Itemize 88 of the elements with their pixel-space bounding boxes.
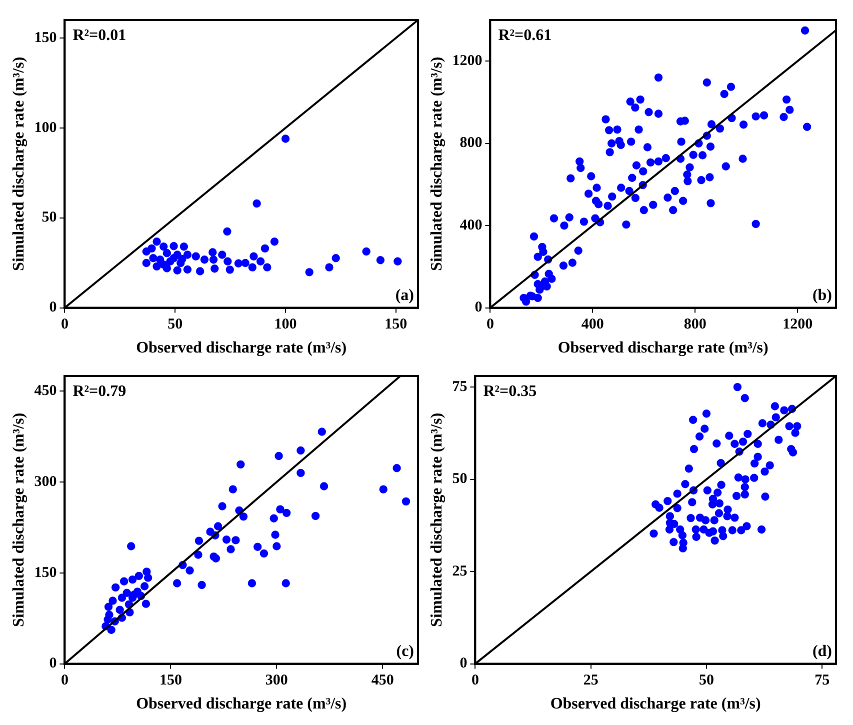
y-axis-title: Simulated discharge rate (m³/s): [10, 412, 28, 627]
point: [394, 257, 402, 266]
point: [260, 244, 270, 253]
x-axis-title: Observed discharge rate (m³/s): [558, 340, 768, 357]
y-tick-label: 150: [34, 30, 57, 46]
point: [142, 258, 150, 268]
point: [192, 252, 200, 260]
y-tick-label: 0: [49, 656, 57, 672]
point: [170, 242, 178, 250]
point: [173, 266, 182, 274]
annotation: R²=0.35: [483, 383, 537, 400]
point: [226, 266, 234, 274]
x-tick-label: 25: [583, 672, 598, 689]
y-tick-label: 450: [34, 383, 57, 400]
point: [223, 227, 232, 236]
point: [332, 254, 340, 262]
x-tick-label: 800: [684, 316, 706, 333]
y-tick-label: 75: [452, 378, 468, 395]
point: [270, 238, 279, 246]
y-tick-label: 50: [452, 471, 468, 488]
x-tick-label: 0: [60, 316, 68, 333]
annotation: R²=0.01: [72, 27, 126, 44]
y-tick-label: 150: [34, 564, 57, 581]
y-axis-title: Simulated discharge rate (m³/s): [428, 56, 446, 271]
point: [210, 264, 219, 273]
x-tick-label: 400: [581, 316, 604, 333]
x-axis-title: Observed discharge rate (m³/s): [136, 696, 347, 713]
point: [152, 238, 161, 246]
annotation: R²=0.79: [72, 383, 126, 400]
point: [305, 268, 314, 276]
point: [252, 199, 261, 208]
x-tick-label: 50: [698, 672, 714, 689]
point: [183, 250, 192, 259]
x-tick-label: 0: [486, 316, 494, 333]
x-tick-label: 300: [265, 672, 288, 689]
point: [200, 255, 209, 264]
x-tick-label: 50: [168, 316, 183, 333]
x-axis-title: Observed discharge rate (m³/s): [550, 696, 761, 713]
point: [263, 263, 272, 272]
y-tick-label: 1200: [452, 52, 482, 69]
point: [241, 258, 250, 268]
y-tick-label: 50: [42, 210, 57, 226]
y-tick-label: 0: [474, 300, 482, 316]
x-tick-label: 75: [814, 672, 830, 689]
point: [160, 242, 168, 251]
y-axis-title: Simulated discharge rate (m³/s): [10, 56, 28, 271]
point: [208, 248, 217, 256]
x-tick-label: 0: [60, 672, 68, 689]
point: [281, 134, 290, 143]
point: [250, 252, 258, 260]
point: [376, 256, 385, 264]
annotation: (c): [396, 642, 414, 660]
point: [149, 254, 158, 262]
y-tick-label: 100: [34, 120, 57, 136]
annotation: (b): [812, 286, 832, 304]
y-tick-label: 0: [460, 656, 468, 672]
annotation: R²=0.61: [498, 27, 552, 44]
point: [224, 257, 232, 266]
point: [162, 249, 172, 258]
y-tick-label: 0: [49, 300, 57, 316]
annotation: (d): [812, 642, 832, 660]
point: [248, 263, 256, 272]
point: [196, 267, 204, 276]
point: [362, 247, 370, 256]
point: [152, 262, 161, 271]
point: [148, 244, 156, 253]
point: [256, 257, 265, 266]
x-tick-label: 100: [274, 316, 297, 333]
point: [325, 263, 334, 272]
y-tick-label: 400: [460, 217, 482, 234]
x-tick-label: 150: [384, 316, 408, 333]
point: [183, 265, 192, 274]
y-axis-title: Simulated discharge rate (m³/s): [428, 412, 446, 627]
annotation: (a): [395, 286, 414, 304]
point: [160, 260, 168, 269]
y-tick-label: 300: [34, 474, 57, 490]
point: [218, 250, 226, 259]
x-tick-label: 150: [159, 672, 182, 689]
point: [170, 254, 178, 262]
point: [209, 255, 218, 264]
y-tick-label: 25: [452, 563, 468, 580]
y-tick-label: 800: [460, 135, 482, 152]
point: [180, 242, 188, 251]
x-tick-label: 450: [371, 672, 394, 689]
x-tick-label: 1200: [782, 316, 813, 333]
point: [234, 259, 243, 268]
x-axis-title: Observed discharge rate (m³/s): [136, 340, 347, 357]
point: [178, 254, 186, 264]
